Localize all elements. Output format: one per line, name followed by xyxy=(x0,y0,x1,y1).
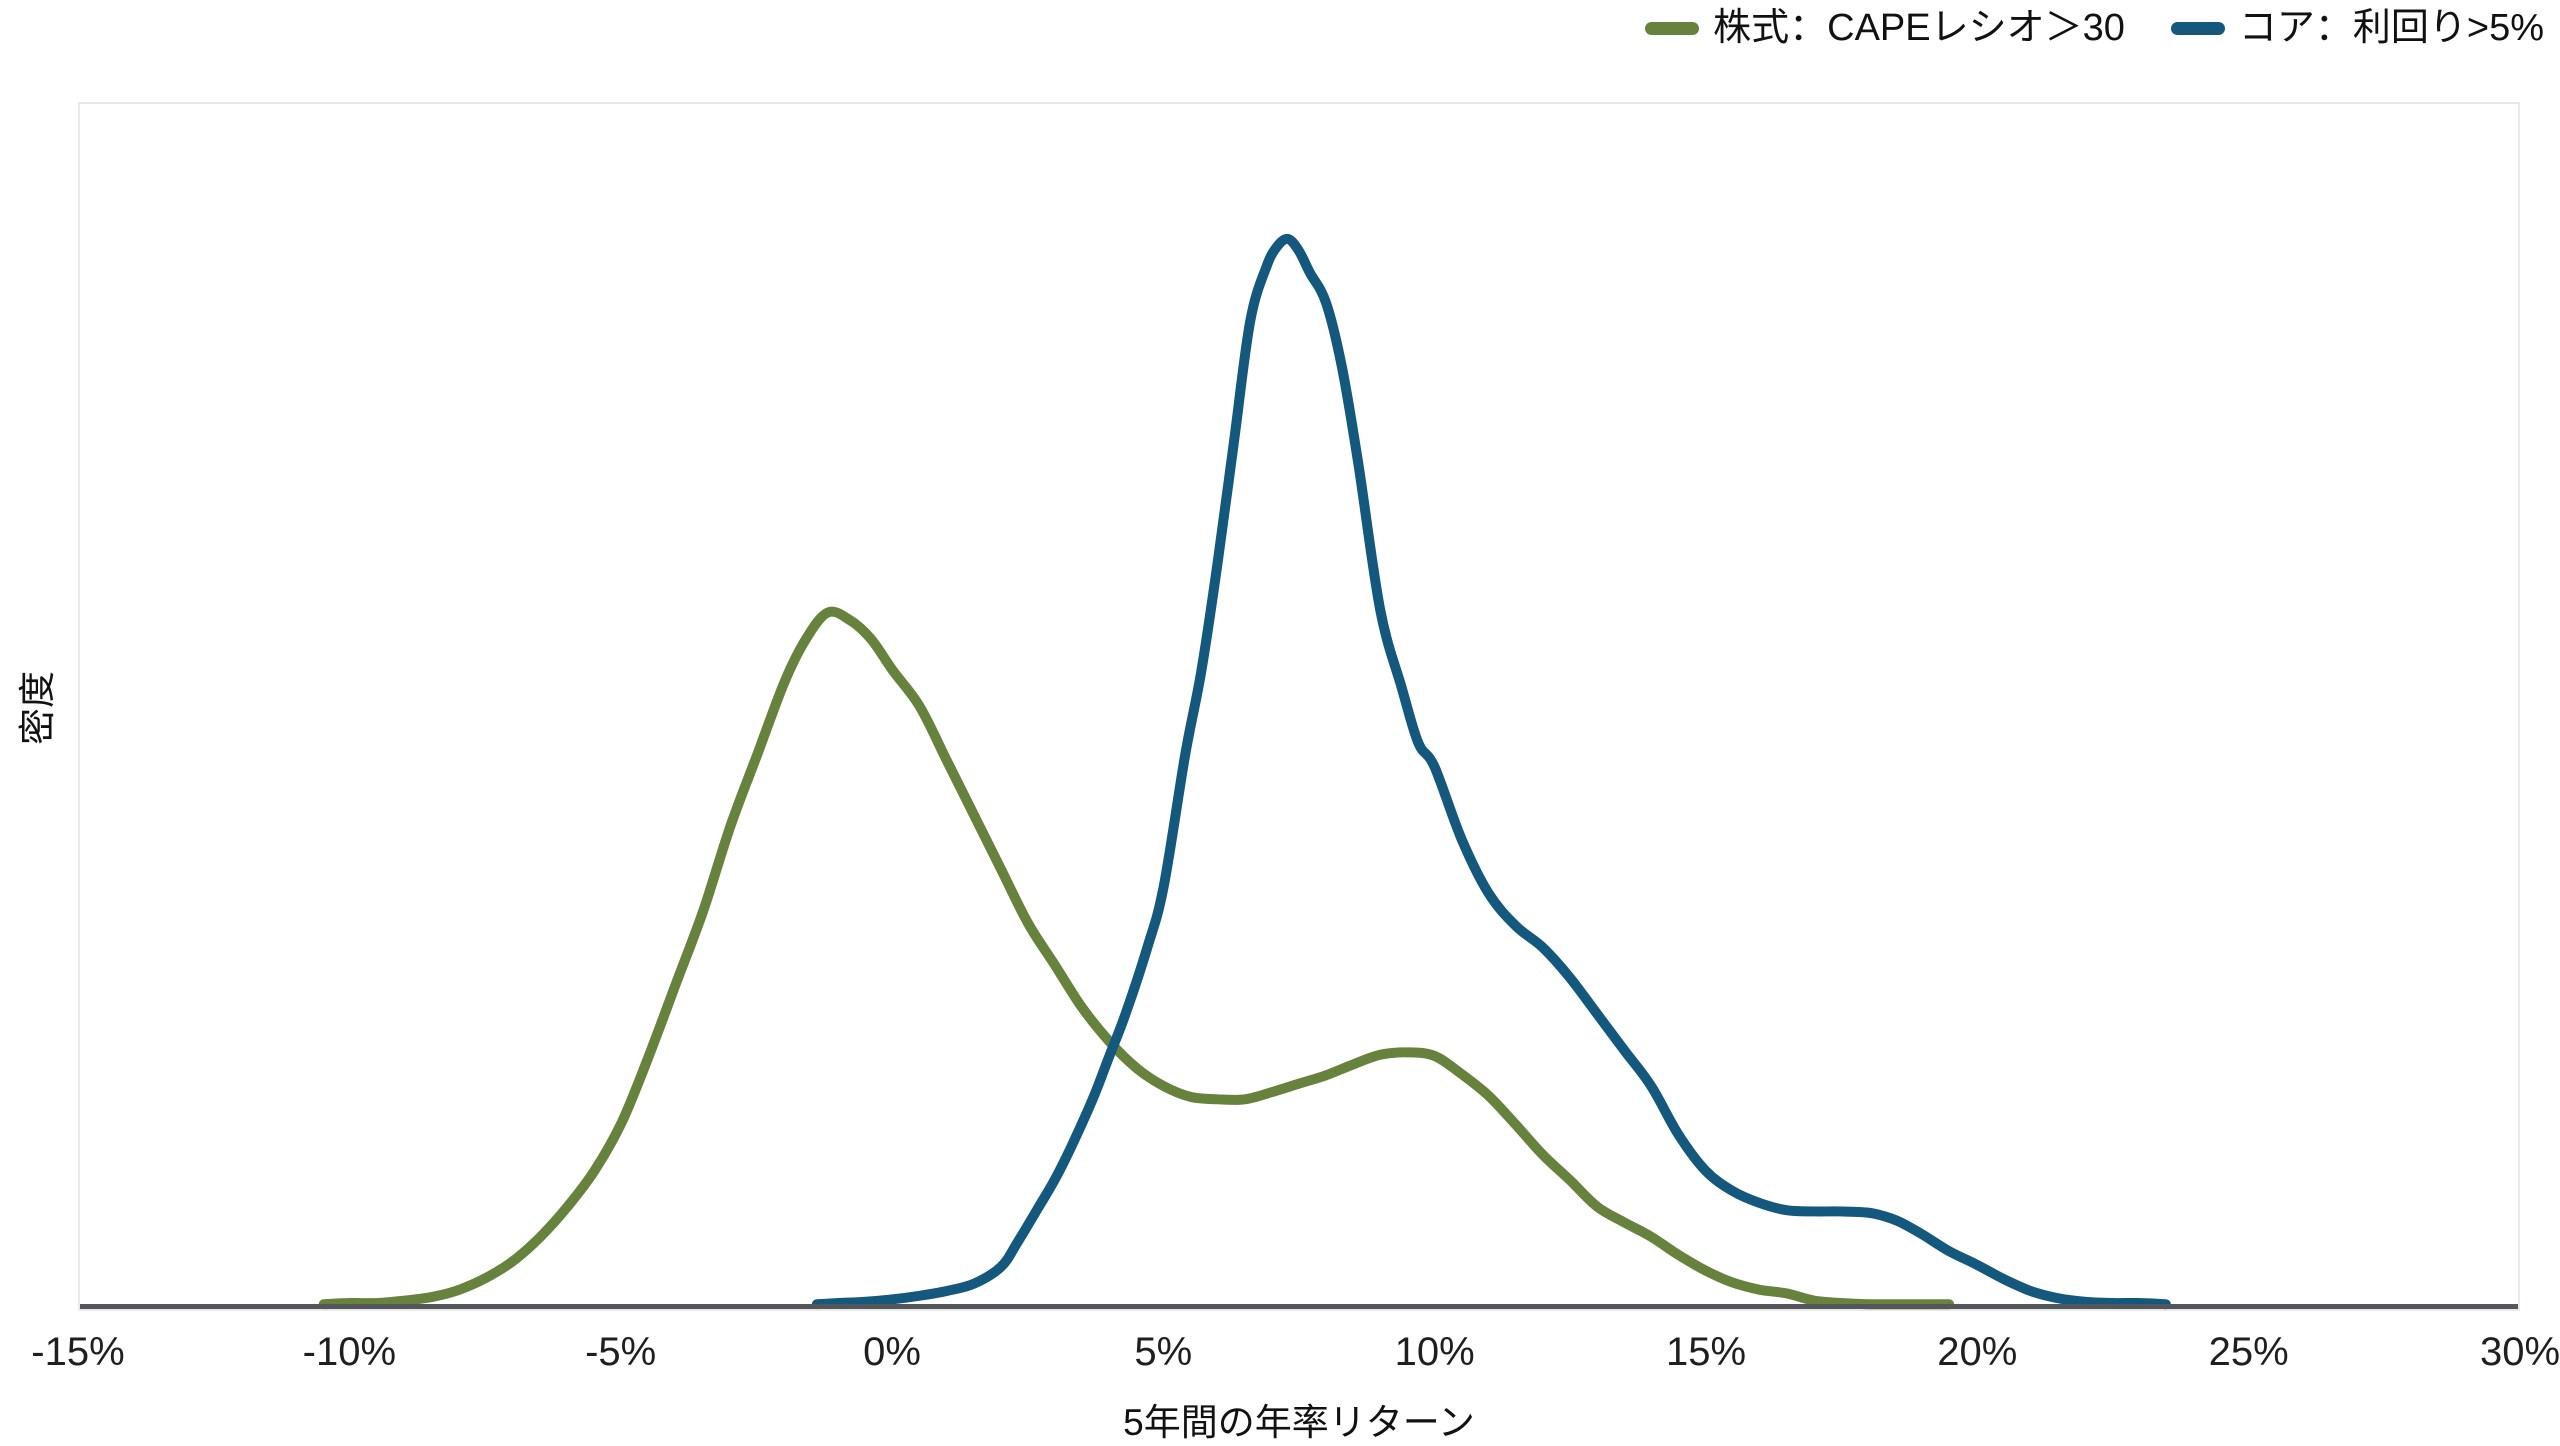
x-tick-label: 0% xyxy=(863,1330,921,1374)
x-tick-label: 10% xyxy=(1394,1330,1475,1374)
legend: 株式：CAPEレシオ＞30 コア：利回り>5% xyxy=(1645,7,2544,50)
density-plot xyxy=(318,233,2171,1310)
x-tick-label: 15% xyxy=(1665,1330,1747,1374)
x-tick-label: 30% xyxy=(2479,1330,2560,1374)
y-axis-title: 密度 xyxy=(17,671,58,745)
legend-item-equities: 株式：CAPEレシオ＞30 xyxy=(1645,7,2125,50)
x-tick-label: -10% xyxy=(302,1330,397,1374)
core-line-swatch-icon xyxy=(2170,22,2225,36)
x-tick-label: 5% xyxy=(1134,1330,1193,1374)
series-line-equities-cape-gt-30 xyxy=(318,606,1955,1310)
x-tick-label: 25% xyxy=(2208,1330,2289,1374)
x-axis-title: 5年間の年率リターン xyxy=(1123,1402,1475,1443)
legend-label-equities: 株式：CAPEレシオ＞30 xyxy=(1713,7,2125,49)
legend-label-core: コア：利回り>5% xyxy=(2238,7,2544,49)
x-axis-ticks: -15% -10% -5% 0% 5% 10% 15% 20% 25% 30% xyxy=(31,1330,2560,1380)
plot-area xyxy=(78,102,2520,1311)
legend-item-core: コア：利回り>5% xyxy=(2170,7,2544,50)
x-tick-label: -5% xyxy=(585,1330,657,1374)
x-tick-label: -15% xyxy=(31,1330,125,1374)
equities-line-swatch-icon xyxy=(1645,22,1700,36)
series-line-core-yield-gt-5pct xyxy=(811,233,2171,1310)
x-axis-line xyxy=(80,1304,2518,1309)
x-tick-label: 20% xyxy=(1937,1330,2018,1374)
